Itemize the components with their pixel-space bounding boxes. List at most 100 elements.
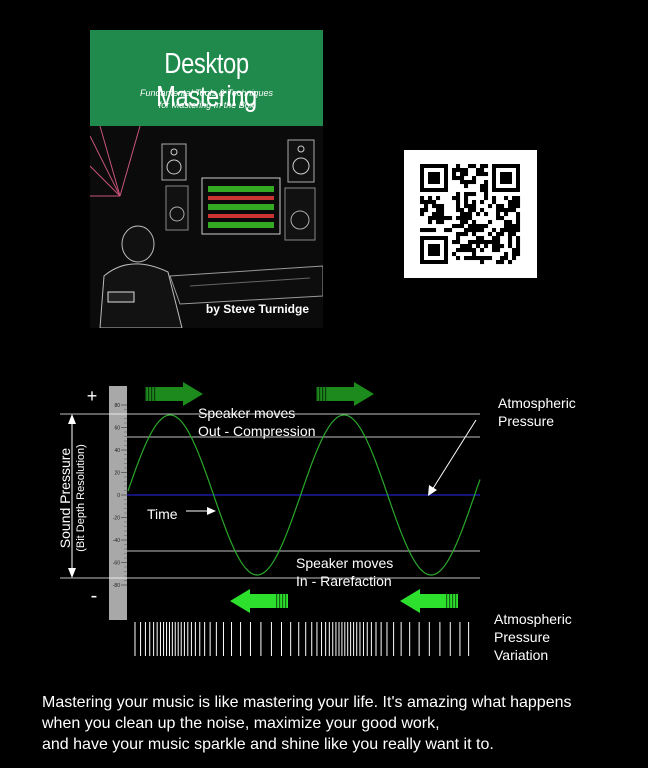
- qr-module: [444, 228, 449, 233]
- qr-module: [484, 240, 489, 245]
- pressure-arrow-down-icon: [68, 568, 76, 578]
- qr-module: [484, 212, 489, 217]
- qr-module: [476, 228, 481, 233]
- qr-module: [460, 208, 465, 213]
- qr-module: [504, 220, 509, 225]
- atmospheric-label-1: Atmospheric: [498, 395, 576, 411]
- ruler-tick-label: -40: [113, 538, 120, 544]
- qr-module: [516, 200, 521, 205]
- qr-module: [480, 164, 485, 169]
- qr-module: [504, 196, 509, 201]
- book-subtitle-line2: for Mastering In the Box: [158, 100, 255, 110]
- qr-module: [424, 204, 429, 209]
- ruler-ticks: 80 60 40 20 0 -20 -40 -60 -80: [113, 403, 127, 589]
- qr-module: [480, 256, 485, 261]
- qr-module: [432, 200, 437, 205]
- qr-module: [456, 232, 461, 237]
- qr-module: [432, 212, 437, 217]
- ruler-tick-label: 0: [117, 493, 120, 499]
- qr-module: [460, 248, 465, 253]
- qr-module: [516, 220, 521, 225]
- qr-module: [504, 252, 509, 257]
- qr-module: [516, 216, 521, 221]
- qr-module: [472, 192, 477, 197]
- qr-module: [488, 256, 493, 261]
- qr-module: [464, 184, 469, 189]
- time-label: Time: [147, 506, 178, 522]
- qr-module: [472, 228, 477, 233]
- qr-module: [516, 248, 521, 253]
- qr-module: [456, 176, 461, 181]
- compression-arrow-right-icon: [145, 382, 203, 406]
- qr-module: [464, 200, 469, 205]
- qr-module: [500, 256, 505, 261]
- qr-module: [508, 208, 513, 213]
- qr-module: [492, 200, 497, 205]
- variation-label-1: Atmospheric: [494, 611, 572, 627]
- qr-module: [508, 220, 513, 225]
- qr-module: [480, 184, 485, 189]
- qr-module: [476, 244, 481, 249]
- qr-module: [464, 180, 469, 185]
- qr-module: [492, 248, 497, 253]
- qr-module: [500, 216, 505, 221]
- qr-module: [452, 252, 457, 257]
- pressure-variation-bars: [134, 622, 470, 656]
- qr-module: [512, 208, 517, 213]
- qr-module: [476, 168, 481, 173]
- qr-module: [496, 248, 501, 253]
- qr-module: [428, 216, 433, 221]
- qr-module: [460, 168, 465, 173]
- qr-module: [436, 204, 441, 209]
- speaker-arrows: [145, 382, 458, 613]
- qr-module: [500, 204, 505, 209]
- qr-module: [480, 248, 485, 253]
- qr-module: [512, 196, 517, 201]
- studio-illustration: [90, 126, 323, 328]
- qr-module: [512, 232, 517, 237]
- compression-arrow-right-icon: [316, 382, 374, 406]
- qr-module: [464, 232, 469, 237]
- sound-pressure-diagram: + - 80 60 40 20 0 -20 -40 -60 -80 Sound Pressure…: [57, 382, 481, 656]
- qr-module: [484, 256, 489, 261]
- qr-module: [484, 180, 489, 185]
- qr-module: [476, 172, 481, 177]
- qr-module: [432, 216, 437, 221]
- qr-module: [504, 224, 509, 229]
- qr-module: [496, 260, 501, 265]
- qr-module: [484, 184, 489, 189]
- qr-module: [508, 244, 513, 249]
- qr-module: [456, 164, 461, 169]
- qr-code-icon[interactable]: [404, 150, 537, 278]
- qr-module: [472, 224, 477, 229]
- qr-module: [464, 204, 469, 209]
- caption-line-2: when you clean up the noise, maximize yo…: [42, 715, 440, 732]
- qr-module: [456, 256, 461, 261]
- book-title: Desktop Mastering: [156, 48, 257, 113]
- qr-module: [496, 204, 501, 209]
- qr-module: [516, 204, 521, 209]
- qr-module: [440, 216, 445, 221]
- sine-wave: [127, 414, 481, 576]
- qr-module: [468, 164, 473, 169]
- qr-module: [456, 208, 461, 213]
- qr-module: [480, 240, 485, 245]
- qr-module: [448, 228, 453, 233]
- qr-module: [492, 236, 497, 241]
- ruler-tick-label: 40: [114, 448, 120, 454]
- rarefaction-arrow-left-icon: [230, 589, 288, 613]
- qr-module: [420, 208, 425, 213]
- qr-module: [512, 228, 517, 233]
- qr-module: [456, 248, 461, 253]
- book-author: by Steve Turnidge: [205, 302, 309, 316]
- qr-module: [516, 196, 521, 201]
- sound-pressure-label: Sound Pressure: [57, 448, 73, 549]
- qr-module: [516, 252, 521, 257]
- qr-module: [460, 180, 465, 185]
- caption: Mastering your music is like mastering y…: [42, 692, 572, 755]
- qr-module: [500, 244, 505, 249]
- qr-module: [460, 232, 465, 237]
- qr-module: [452, 240, 457, 245]
- book-cover[interactable]: Desktop Mastering Fundamental Tools & Te…: [90, 30, 323, 328]
- qr-module: [472, 256, 477, 261]
